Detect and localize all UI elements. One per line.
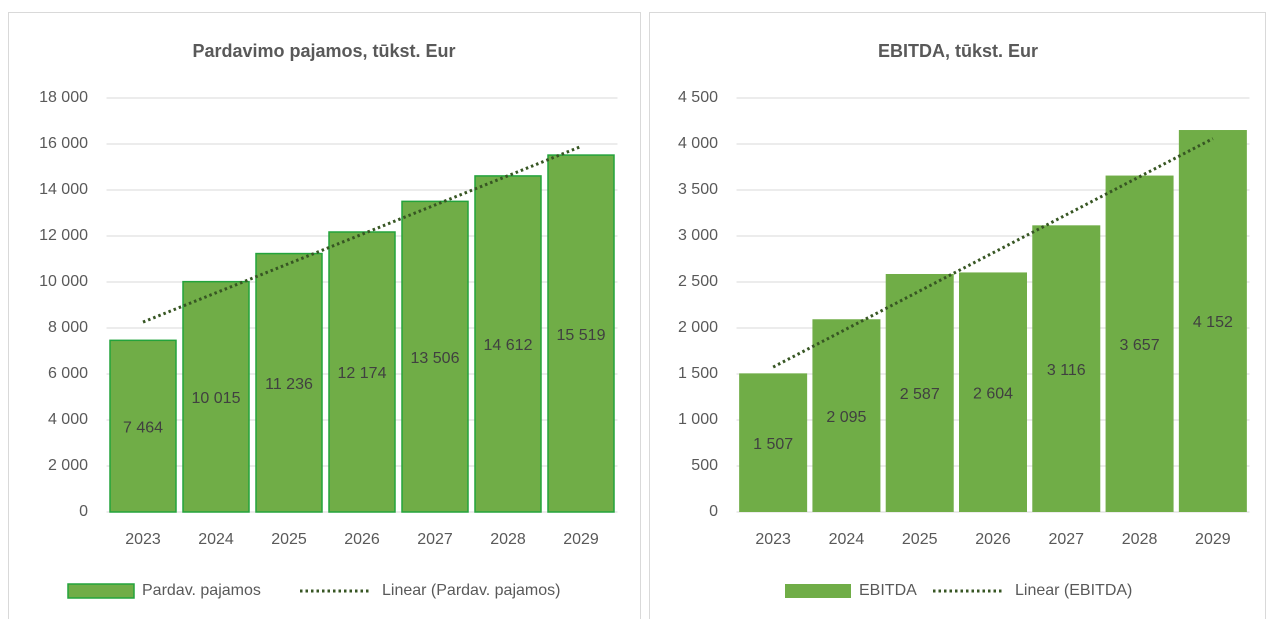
y-tick-label: 18 000 bbox=[39, 89, 88, 106]
bar bbox=[109, 339, 177, 513]
chart-title: EBITDA, tūkst. Eur bbox=[878, 41, 1038, 61]
value-label: 10 015 bbox=[192, 390, 241, 407]
value-label: 11 236 bbox=[265, 376, 313, 393]
y-tick-label: 10 000 bbox=[39, 273, 88, 290]
x-tick-label: 2025 bbox=[902, 531, 938, 548]
value-label: 7 464 bbox=[123, 419, 163, 436]
y-tick-label: 1 500 bbox=[678, 365, 718, 382]
x-tick-label: 2024 bbox=[198, 531, 234, 548]
trendline bbox=[142, 145, 582, 324]
legend-swatch bbox=[67, 583, 135, 599]
y-tick-label: 0 bbox=[709, 503, 718, 520]
y-tick-label: 12 000 bbox=[39, 227, 88, 244]
y-tick-label: 3 000 bbox=[678, 227, 718, 244]
y-tick-label: 500 bbox=[691, 457, 718, 474]
y-tick-label: 6 000 bbox=[48, 365, 88, 382]
y-tick-label: 2 000 bbox=[678, 319, 718, 336]
value-label: 2 604 bbox=[973, 385, 1013, 402]
x-tick-label: 2027 bbox=[1048, 531, 1084, 548]
value-label: 12 174 bbox=[338, 365, 387, 382]
x-tick-label: 2023 bbox=[755, 531, 791, 548]
x-tick-label: 2028 bbox=[490, 531, 526, 548]
bar bbox=[1105, 175, 1174, 512]
x-tick-label: 2029 bbox=[563, 531, 599, 548]
y-tick-label: 14 000 bbox=[39, 181, 88, 198]
value-label: 3 116 bbox=[1047, 362, 1086, 379]
y-tick-label: 3 500 bbox=[678, 181, 718, 198]
x-tick-label: 2029 bbox=[1195, 531, 1231, 548]
bar bbox=[959, 272, 1027, 512]
y-tick-label: 1 000 bbox=[678, 411, 718, 428]
legend-swatch bbox=[785, 584, 851, 598]
bar bbox=[812, 319, 881, 512]
legend-label: EBITDA bbox=[859, 582, 917, 599]
value-label: 4 152 bbox=[1193, 314, 1233, 331]
x-tick-label: 2023 bbox=[125, 531, 161, 548]
value-label: 2 095 bbox=[826, 409, 866, 426]
y-tick-label: 0 bbox=[79, 503, 88, 520]
y-tick-label: 2 500 bbox=[678, 273, 718, 290]
bar bbox=[182, 280, 250, 513]
legend-label: Linear (EBITDA) bbox=[1015, 582, 1132, 599]
x-tick-label: 2026 bbox=[344, 531, 380, 548]
chart-panel bbox=[8, 12, 641, 619]
bar bbox=[739, 373, 808, 512]
x-tick-label: 2027 bbox=[417, 531, 453, 548]
value-label: 13 506 bbox=[411, 350, 460, 367]
bar bbox=[547, 154, 615, 513]
legend-label: Pardav. pajamos bbox=[142, 582, 261, 599]
y-tick-label: 16 000 bbox=[39, 135, 88, 152]
y-tick-label: 2 000 bbox=[48, 457, 88, 474]
value-label: 2 587 bbox=[900, 386, 940, 403]
chart-title: Pardavimo pajamos, tūkst. Eur bbox=[192, 41, 455, 61]
y-tick-label: 8 000 bbox=[48, 319, 88, 336]
bar bbox=[474, 175, 542, 513]
x-tick-label: 2025 bbox=[271, 531, 307, 548]
x-tick-label: 2028 bbox=[1122, 531, 1158, 548]
value-label: 1 507 bbox=[753, 436, 793, 453]
legend-label: Linear (Pardav. pajamos) bbox=[382, 582, 560, 599]
bar bbox=[1032, 225, 1101, 512]
bar bbox=[255, 252, 323, 513]
trendline bbox=[772, 137, 1214, 369]
value-label: 15 519 bbox=[557, 327, 606, 344]
bar bbox=[885, 273, 954, 512]
bar bbox=[401, 200, 469, 513]
value-label: 3 657 bbox=[1120, 337, 1160, 354]
bar bbox=[1178, 130, 1247, 513]
x-tick-label: 2024 bbox=[829, 531, 865, 548]
y-tick-label: 4 000 bbox=[678, 135, 718, 152]
y-tick-label: 4 500 bbox=[678, 89, 718, 106]
bar bbox=[328, 231, 396, 513]
value-label: 14 612 bbox=[484, 337, 533, 354]
y-tick-label: 4 000 bbox=[48, 411, 88, 428]
x-tick-label: 2026 bbox=[975, 531, 1011, 548]
